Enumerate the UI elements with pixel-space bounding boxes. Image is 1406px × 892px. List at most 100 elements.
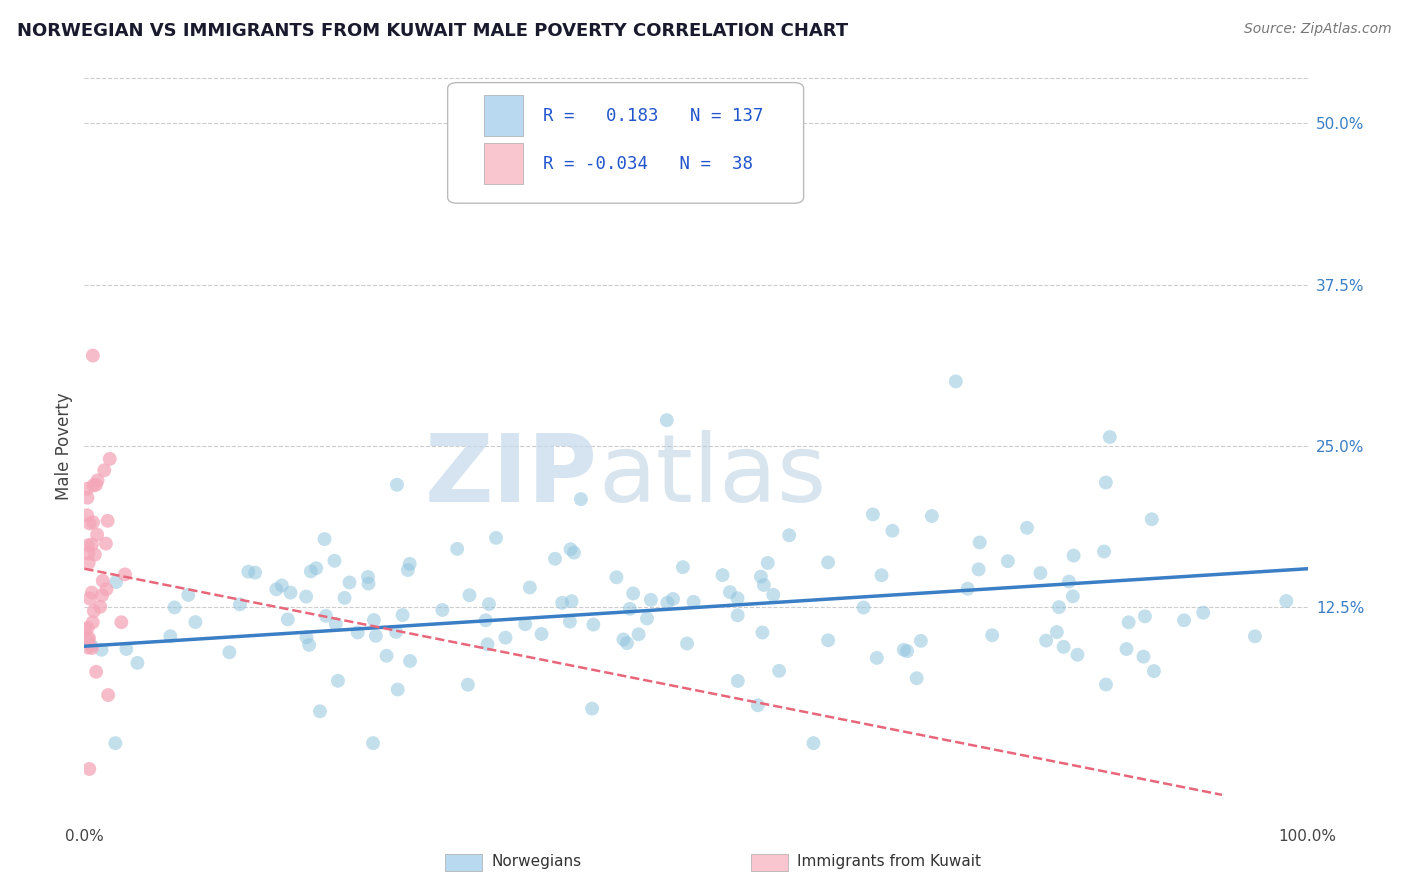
- Point: [385, 477, 408, 491]
- Point: [83, 604, 105, 618]
- Point: [1062, 589, 1084, 603]
- Point: [485, 531, 508, 545]
- Point: [277, 612, 299, 626]
- Point: [93, 463, 115, 477]
- Point: [896, 644, 918, 658]
- Point: [82, 478, 104, 492]
- Point: [969, 535, 991, 549]
- Point: [905, 671, 928, 685]
- Point: [79, 516, 101, 531]
- Point: [1115, 642, 1137, 657]
- Text: R = -0.034   N =  38: R = -0.034 N = 38: [543, 154, 754, 172]
- Point: [1035, 633, 1057, 648]
- Text: Source: ZipAtlas.com: Source: ZipAtlas.com: [1244, 22, 1392, 37]
- Point: [114, 567, 136, 582]
- Point: [921, 509, 943, 524]
- Point: [655, 413, 678, 427]
- Point: [803, 736, 825, 750]
- Point: [672, 560, 695, 574]
- Point: [90, 642, 112, 657]
- Point: [89, 599, 111, 614]
- Point: [893, 642, 915, 657]
- Point: [981, 628, 1004, 642]
- Point: [385, 624, 408, 639]
- Point: [398, 557, 420, 571]
- FancyBboxPatch shape: [751, 855, 787, 871]
- Point: [551, 596, 574, 610]
- Point: [76, 482, 98, 496]
- Point: [581, 701, 603, 715]
- Point: [432, 603, 454, 617]
- Point: [747, 698, 769, 713]
- Point: [77, 640, 100, 655]
- Point: [77, 631, 100, 645]
- FancyBboxPatch shape: [446, 855, 482, 871]
- Point: [80, 639, 103, 653]
- FancyBboxPatch shape: [447, 83, 804, 203]
- Point: [115, 642, 138, 657]
- Point: [80, 640, 103, 655]
- Point: [77, 538, 100, 552]
- Point: [333, 591, 356, 605]
- Point: [640, 592, 662, 607]
- Point: [1244, 629, 1267, 643]
- Point: [1052, 640, 1074, 654]
- Point: [560, 542, 582, 557]
- Point: [882, 524, 904, 538]
- Point: [605, 570, 627, 584]
- Point: [751, 625, 773, 640]
- Point: [295, 590, 318, 604]
- Point: [446, 541, 468, 556]
- Point: [77, 633, 100, 648]
- Point: [357, 576, 380, 591]
- Point: [530, 627, 553, 641]
- Point: [474, 613, 496, 627]
- Point: [519, 581, 541, 595]
- Point: [80, 585, 103, 599]
- Point: [77, 546, 100, 560]
- Point: [84, 665, 107, 679]
- Point: [1275, 594, 1298, 608]
- Point: [768, 664, 790, 678]
- Point: [94, 536, 117, 550]
- Point: [1057, 574, 1080, 589]
- Point: [636, 611, 658, 625]
- Point: [314, 532, 336, 546]
- Point: [1140, 512, 1163, 526]
- Point: [495, 631, 517, 645]
- Point: [76, 508, 98, 523]
- Point: [346, 625, 368, 640]
- Point: [515, 617, 537, 632]
- Point: [295, 630, 318, 644]
- Point: [997, 554, 1019, 568]
- Point: [727, 591, 749, 606]
- Point: [1046, 625, 1069, 640]
- FancyBboxPatch shape: [484, 143, 523, 185]
- Point: [82, 349, 104, 363]
- Point: [127, 656, 149, 670]
- Point: [477, 637, 499, 651]
- Point: [339, 575, 361, 590]
- Point: [238, 565, 260, 579]
- Point: [361, 736, 384, 750]
- Point: [1173, 613, 1195, 627]
- Point: [752, 578, 775, 592]
- Point: [662, 591, 685, 606]
- Text: Norwegians: Norwegians: [492, 855, 582, 870]
- Point: [229, 597, 252, 611]
- Point: [98, 451, 121, 466]
- Text: Immigrants from Kuwait: Immigrants from Kuwait: [797, 855, 981, 870]
- Point: [79, 591, 101, 606]
- Point: [184, 615, 207, 629]
- Point: [323, 554, 346, 568]
- Point: [478, 597, 501, 611]
- Point: [298, 638, 321, 652]
- Point: [86, 527, 108, 541]
- Point: [399, 654, 422, 668]
- Point: [91, 588, 114, 602]
- Point: [110, 615, 132, 630]
- Point: [76, 621, 98, 635]
- Point: [612, 632, 634, 647]
- Point: [852, 600, 875, 615]
- FancyBboxPatch shape: [484, 95, 523, 136]
